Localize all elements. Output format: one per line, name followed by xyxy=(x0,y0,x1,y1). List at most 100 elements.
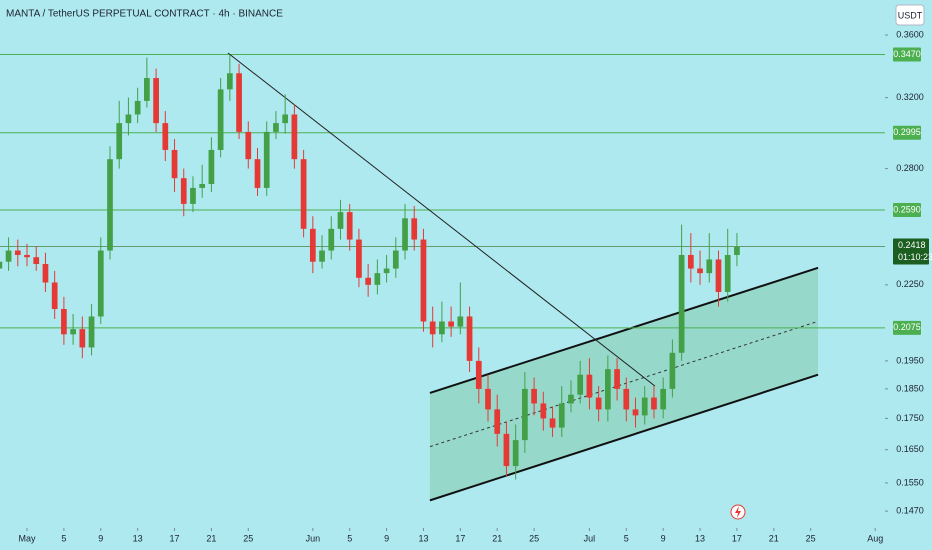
candle-body xyxy=(134,100,141,115)
candle-body xyxy=(632,409,639,416)
candle-body xyxy=(273,123,279,132)
candle-body xyxy=(125,114,132,124)
candle-body xyxy=(439,321,445,335)
candle-body xyxy=(503,433,510,467)
candle-body xyxy=(522,388,528,441)
candle-body xyxy=(208,149,215,184)
candle-body xyxy=(153,78,159,124)
x-tick-label: Jul xyxy=(584,533,596,543)
x-tick-label: 13 xyxy=(695,533,705,543)
y-tick-label: 0.1950 xyxy=(896,355,924,365)
candle-body xyxy=(475,360,482,389)
x-tick-label: 5 xyxy=(61,533,66,543)
level-label: 0.2995 xyxy=(893,127,921,137)
candle-body xyxy=(190,187,196,204)
candle-body xyxy=(402,218,408,251)
candle-body xyxy=(217,89,224,150)
flash-icon[interactable] xyxy=(730,504,746,520)
candle-body xyxy=(669,352,676,389)
level-label: 0.2075 xyxy=(893,322,921,332)
candle-body xyxy=(61,308,67,335)
x-tick-label: 21 xyxy=(769,533,779,543)
candle-body xyxy=(724,254,731,292)
y-tick-label: 0.3200 xyxy=(896,92,924,102)
level-label: 0.2590 xyxy=(893,204,921,214)
candle-body xyxy=(595,397,602,410)
candle-body xyxy=(226,73,233,90)
candle-body xyxy=(531,388,537,404)
candle-body xyxy=(494,409,501,434)
candle-body xyxy=(319,250,325,262)
x-tick-label: 25 xyxy=(529,533,539,543)
x-tick-label: 9 xyxy=(98,533,103,543)
y-tick-label: 0.1650 xyxy=(896,444,924,454)
candle-body xyxy=(420,239,427,322)
x-tick-label: 17 xyxy=(732,533,742,543)
candle-body xyxy=(116,123,123,160)
x-tick-label: 17 xyxy=(455,533,465,543)
candle-body xyxy=(70,329,76,335)
y-tick-label: 0.1850 xyxy=(896,383,924,393)
candle-body xyxy=(568,394,574,404)
candle-body xyxy=(540,403,547,419)
y-tick-label: 0.1750 xyxy=(896,413,924,423)
candle-body xyxy=(678,254,685,353)
candle-body xyxy=(254,159,261,188)
candle-body xyxy=(0,261,3,269)
candle-body xyxy=(328,228,335,251)
x-tick-label: 13 xyxy=(133,533,143,543)
candle-body xyxy=(374,273,381,285)
candle-body xyxy=(263,131,270,188)
candle-body xyxy=(245,131,252,160)
candle-body xyxy=(5,250,12,262)
candle-body xyxy=(199,183,206,188)
x-tick-label: Jun xyxy=(306,533,321,543)
candle-body xyxy=(162,123,169,150)
candle-body xyxy=(79,329,86,348)
x-tick-label: 17 xyxy=(170,533,180,543)
chart-title: MANTA / TetherUS PERPETUAL CONTRACT · 4h… xyxy=(6,9,283,20)
candle-body xyxy=(300,159,307,229)
countdown: 01:10:23 xyxy=(898,252,932,262)
candle-body xyxy=(383,268,390,274)
candle-body xyxy=(466,316,473,361)
candle-body xyxy=(641,397,648,416)
candle-body xyxy=(660,388,667,410)
x-tick-label: 13 xyxy=(418,533,428,543)
candle-body xyxy=(392,250,399,269)
candle-body xyxy=(51,282,58,309)
candle-body xyxy=(734,246,740,255)
candle-body xyxy=(180,178,187,204)
channel-lower xyxy=(429,373,819,502)
candle-body xyxy=(291,114,298,160)
unit-box[interactable] xyxy=(895,4,925,26)
x-tick-label: 21 xyxy=(206,533,216,543)
candle-body xyxy=(14,250,21,255)
y-tick-label: 0.2800 xyxy=(896,163,924,173)
level-label-box xyxy=(893,320,921,335)
candle-body xyxy=(42,263,49,283)
y-tick-label: 0.3600 xyxy=(896,29,924,39)
candle-body xyxy=(346,212,353,240)
y-tick-label: 0.1470 xyxy=(896,505,924,515)
candle-body xyxy=(282,114,289,124)
candle-body xyxy=(715,259,722,292)
y-tick-label: 0.1550 xyxy=(896,477,924,487)
candle-body xyxy=(24,254,30,258)
candle-body xyxy=(577,374,584,395)
level-label: 0.3470 xyxy=(893,49,921,59)
candle-body xyxy=(558,403,565,428)
candle-body xyxy=(97,250,104,317)
channel-fill xyxy=(429,267,819,501)
candle-body xyxy=(512,440,519,467)
y-tick-label: 0.2250 xyxy=(896,279,924,289)
candle-body xyxy=(171,149,178,179)
candle-body xyxy=(236,73,242,132)
x-tick-label: 9 xyxy=(384,533,389,543)
candle-body xyxy=(457,316,464,327)
candle-body xyxy=(356,239,362,278)
channel-upper xyxy=(429,266,819,394)
candle-body xyxy=(549,418,556,428)
